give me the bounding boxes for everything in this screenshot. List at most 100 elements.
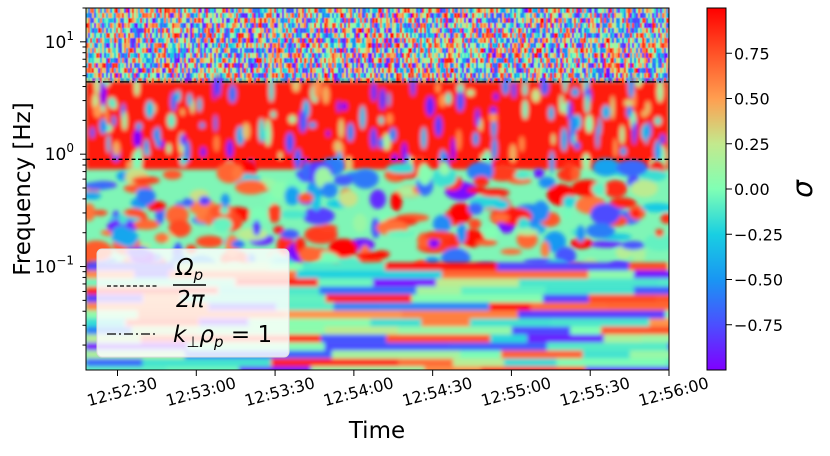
heatmap-cell bbox=[489, 113, 497, 122]
heatmap-cell bbox=[483, 227, 498, 239]
heatmap-cell bbox=[370, 128, 377, 149]
heatmap-cell bbox=[398, 327, 514, 335]
heatmap-cell bbox=[661, 213, 673, 223]
heatmap-cell bbox=[386, 335, 492, 343]
heatmap-cell bbox=[586, 223, 615, 238]
y-tick-label: 10−1 bbox=[35, 254, 74, 278]
heatmap-cell bbox=[326, 295, 414, 303]
heatmap-cell bbox=[383, 133, 391, 150]
heatmap-cell bbox=[242, 123, 250, 140]
x-tick-label: 12:53:30 bbox=[242, 373, 316, 410]
heatmap-cell bbox=[497, 263, 631, 271]
heatmap-cell bbox=[632, 210, 640, 218]
heatmap-cell bbox=[353, 214, 367, 233]
heatmap-cell bbox=[598, 117, 601, 135]
heatmap-cell bbox=[334, 175, 353, 186]
heatmap-cell bbox=[416, 287, 463, 295]
heatmap-cell bbox=[137, 188, 156, 205]
heatmap-cell bbox=[302, 117, 307, 129]
heatmap-cell bbox=[237, 228, 268, 240]
heatmap-cell bbox=[93, 105, 102, 118]
heatmap-cell bbox=[632, 122, 636, 144]
heatmap-cell bbox=[532, 89, 540, 102]
heatmap-cell bbox=[423, 231, 454, 240]
heatmap-cell bbox=[127, 161, 132, 168]
heatmap-cell bbox=[621, 241, 644, 250]
heatmap-cell bbox=[531, 303, 610, 311]
heatmap-cell bbox=[402, 311, 520, 319]
heatmap-cell bbox=[604, 335, 644, 343]
heatmap-cell bbox=[398, 359, 455, 367]
heatmap-cell bbox=[371, 83, 377, 101]
heatmap-cell bbox=[412, 295, 545, 303]
heatmap-cell bbox=[475, 109, 479, 128]
heatmap-cell bbox=[289, 115, 297, 123]
heatmap-cell bbox=[493, 199, 509, 210]
x-tick-label: 12:52:30 bbox=[85, 373, 159, 410]
heatmap-cell bbox=[518, 311, 667, 319]
heatmap-cell bbox=[453, 359, 506, 367]
heatmap-cell bbox=[319, 287, 418, 295]
heatmap-cell bbox=[517, 218, 529, 229]
heatmap-cell bbox=[561, 128, 568, 152]
heatmap-cell bbox=[235, 180, 266, 195]
heatmap-cell bbox=[142, 359, 273, 367]
heatmap-cell bbox=[500, 249, 521, 255]
heatmap-cell bbox=[616, 160, 647, 177]
heatmap-cell bbox=[466, 90, 474, 97]
heatmap-cell bbox=[461, 287, 547, 295]
heatmap-cell bbox=[145, 149, 150, 157]
heatmap-cell bbox=[634, 287, 678, 295]
heatmap-cell bbox=[301, 163, 310, 181]
heatmap-cell bbox=[119, 214, 128, 225]
heatmap-cell bbox=[392, 154, 398, 161]
heatmap-cell bbox=[268, 204, 280, 223]
heatmap-cell bbox=[107, 134, 111, 153]
heatmap-cell bbox=[325, 343, 451, 351]
heatmap-cell bbox=[214, 115, 217, 132]
heatmap-cell bbox=[378, 303, 492, 311]
heatmap-cell bbox=[611, 96, 614, 120]
heatmap-cell bbox=[480, 189, 510, 197]
heatmap-cell bbox=[548, 106, 554, 120]
heatmap-cell bbox=[641, 335, 698, 343]
heatmap-cell bbox=[569, 115, 577, 135]
heatmap-cell bbox=[296, 271, 444, 279]
x-tick-label: 12:56:00 bbox=[636, 373, 710, 410]
heatmap-cell bbox=[337, 101, 341, 113]
heatmap-cell bbox=[112, 115, 116, 126]
heatmap-cell bbox=[285, 311, 404, 319]
heatmap-cell bbox=[86, 367, 168, 375]
heatmap-cell bbox=[451, 138, 455, 162]
heatmap-cell bbox=[175, 90, 180, 102]
heatmap-cell bbox=[84, 182, 113, 190]
heatmap-cell bbox=[418, 164, 432, 185]
heatmap-band-noisy bbox=[86, 8, 670, 84]
heatmap-cell bbox=[470, 319, 553, 327]
heatmap-cell bbox=[180, 134, 186, 146]
heatmap-cell bbox=[387, 92, 390, 107]
heatmap-cell bbox=[391, 192, 403, 212]
heatmap-cell bbox=[592, 183, 606, 195]
heatmap-cell bbox=[270, 111, 276, 118]
heatmap-cell bbox=[286, 132, 294, 153]
heatmap-cell bbox=[492, 137, 498, 160]
heatmap-cell bbox=[167, 143, 171, 154]
heatmap-cell bbox=[352, 169, 378, 189]
heatmap-cell bbox=[445, 92, 451, 104]
heatmap-cell bbox=[379, 116, 384, 124]
heatmap-cell bbox=[298, 247, 321, 264]
heatmap-cell bbox=[271, 359, 400, 367]
heatmap-cell bbox=[588, 271, 635, 279]
x-tick-label: 12:55:30 bbox=[558, 373, 632, 410]
heatmap-cell bbox=[197, 98, 201, 112]
heatmap-cell bbox=[590, 241, 624, 248]
heatmap-cell bbox=[534, 168, 545, 178]
legend: Ωp 2π k⊥ρp = 1 bbox=[97, 249, 289, 357]
heatmap-cell bbox=[468, 202, 483, 214]
heatmap-cell bbox=[359, 105, 365, 129]
heatmap-cell bbox=[552, 134, 555, 145]
heatmap-cell bbox=[519, 279, 661, 287]
